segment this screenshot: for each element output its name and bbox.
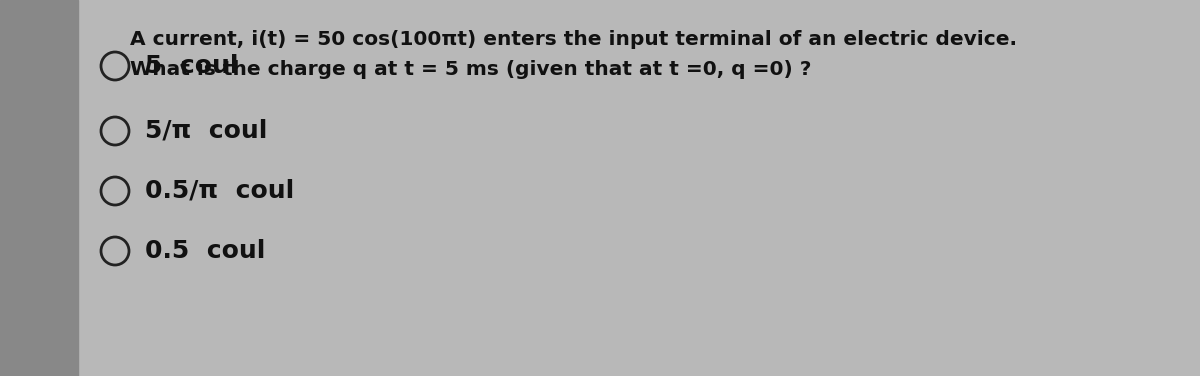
Text: 0.5  coul: 0.5 coul [145,239,265,263]
Text: 0.5/π  coul: 0.5/π coul [145,179,294,203]
Text: A current, i(t) = 50 cos(100πt) enters the input terminal of an electric device.: A current, i(t) = 50 cos(100πt) enters t… [130,30,1018,49]
Text: 5  coul: 5 coul [145,54,239,78]
Bar [0,0,78,376]
Text: 5/π  coul: 5/π coul [145,119,268,143]
Text: What is the charge q at t = 5 ms (given that at t =0, q =0) ?: What is the charge q at t = 5 ms (given … [130,60,811,79]
